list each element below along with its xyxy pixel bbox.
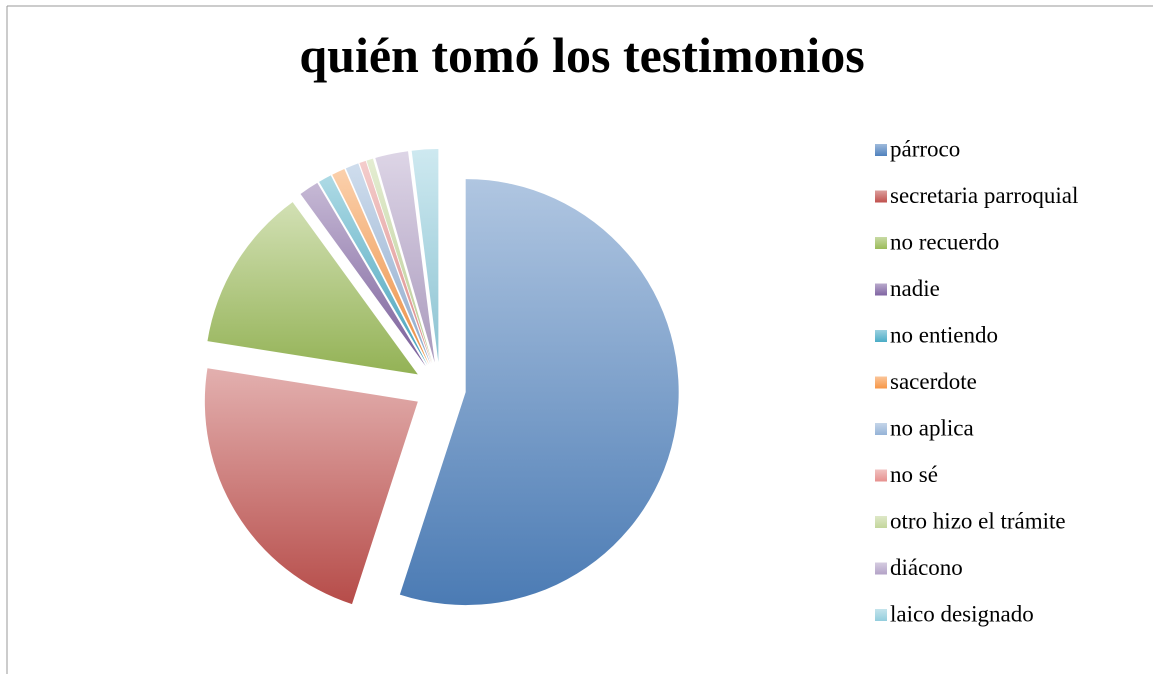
legend-label: laico designado [890,601,1034,626]
legend-label: no aplica [890,415,974,440]
legend-label: no sé [890,462,938,487]
legend-label: secretaria parroquial [890,183,1078,208]
legend-label: nadie [890,276,940,301]
legend-label: párroco [890,136,960,161]
pie-slice [207,202,418,375]
legend-label: no entiendo [890,322,998,347]
legend-swatch [875,144,887,156]
legend-swatch [875,516,887,528]
legend-swatch [875,423,887,435]
chart-title: quién tomó los testimonios [299,27,864,83]
legend-label: no recuerdo [890,229,999,254]
pie-slice [300,182,426,367]
legend-swatch [875,562,887,575]
legend-swatch [875,609,887,621]
legend-label: diácono [890,555,963,580]
pie-slice [375,151,435,363]
legend-swatch [875,283,887,296]
legend-swatch [875,330,887,342]
pie-slice [411,149,439,363]
legend-label: sacerdote [890,369,977,394]
pie-slice [319,175,428,366]
legend-swatch [875,190,887,203]
pie-slice [332,168,429,365]
legend-swatch [875,376,887,389]
legend-label: otro hizo el trámite [890,508,1066,533]
pie-slice [366,158,433,364]
pie-slice [345,163,431,364]
legend-swatch [875,469,887,482]
pie-slice [399,179,679,606]
pie-slice [359,160,432,364]
legend-swatch [875,237,887,249]
pie-slice [204,368,418,605]
